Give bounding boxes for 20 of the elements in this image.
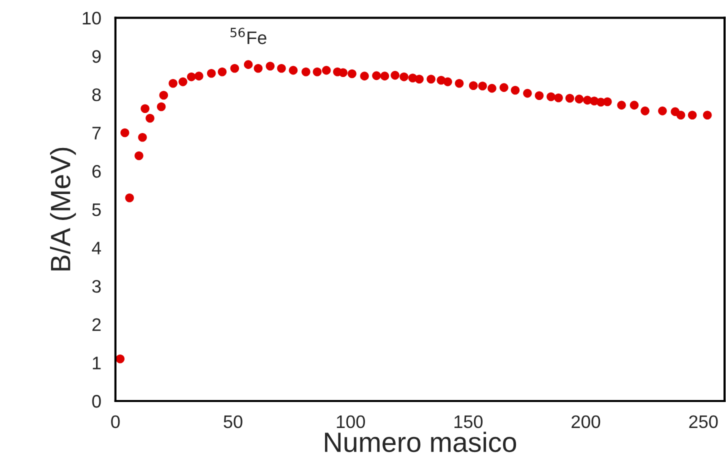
y-tick-label: 1 xyxy=(92,356,101,370)
x-axis-title: Numero masico xyxy=(325,432,516,452)
x-tick-label: 250 xyxy=(689,415,718,428)
x-tick-label: 150 xyxy=(454,415,483,428)
y-tick-label: 4 xyxy=(92,242,102,254)
y-tick-label: 9 xyxy=(92,50,101,63)
y-axis-title: B/A (MeV) xyxy=(50,148,76,270)
x-tick-label: 100 xyxy=(336,415,365,428)
y-tick-label: 6 xyxy=(92,165,101,178)
x-tick-label: 200 xyxy=(572,415,600,428)
y-tick-label: 5 xyxy=(92,204,101,216)
y-tick-label: 0 xyxy=(92,394,101,408)
y-tick-label: 10 xyxy=(82,12,101,25)
x-tick-label: 0 xyxy=(111,415,120,428)
y-tick-label: 7 xyxy=(92,126,101,140)
x-tick-label: 50 xyxy=(224,415,242,428)
annotation: $^{56}$Fe xyxy=(230,28,266,44)
y-tick-label: 8 xyxy=(92,88,101,102)
y-tick-label: 3 xyxy=(92,280,101,293)
y-tick-label: 2 xyxy=(92,318,101,331)
